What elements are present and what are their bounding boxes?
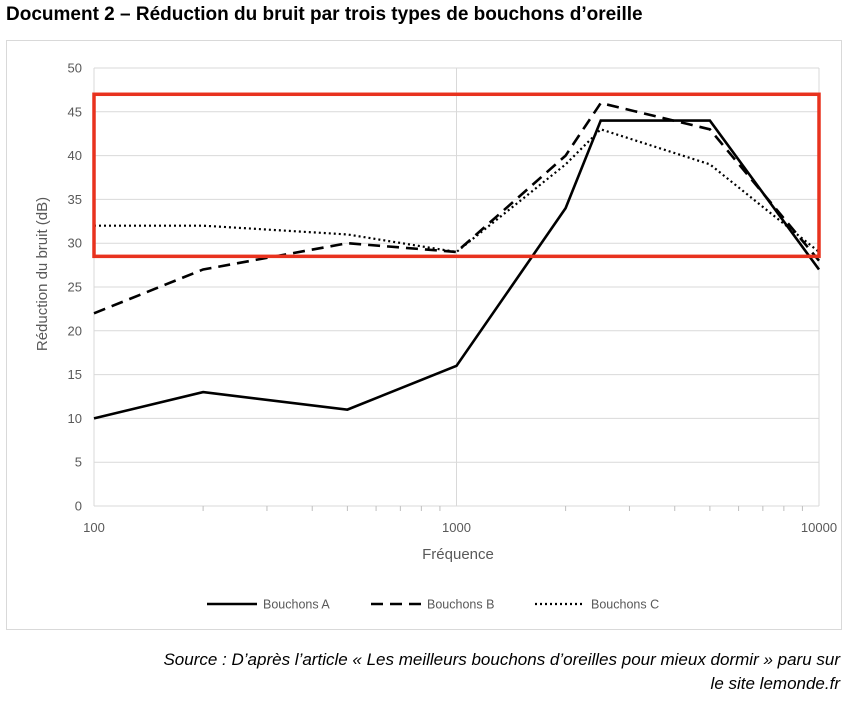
source-line-2: le site lemonde.fr (710, 674, 840, 693)
y-tick-label: 50 (68, 61, 82, 76)
y-tick-label: 0 (75, 499, 82, 514)
grid (93, 67, 820, 507)
series-lines (93, 101, 821, 420)
x-tick-label: 100 (83, 520, 105, 535)
y-tick-label: 35 (68, 192, 82, 207)
x-axis-title: Fréquence (422, 546, 494, 563)
chart-area: 0 5 10 15 20 25 30 35 40 45 50 100 1000 10000 Réducti… (6, 40, 842, 630)
source-line-1: Source : D’après l’article « Les meilleu… (163, 650, 840, 669)
x-tick-label: 10000 (801, 520, 837, 535)
document-title: Document 2 – Réduction du bruit par troi… (6, 4, 643, 25)
x-tick-label: 1000 (442, 520, 471, 535)
series-line-bouchons-a (93, 119, 821, 420)
y-tick-label: 45 (68, 104, 82, 119)
y-axis-title: Réduction du bruit (dB) (34, 197, 51, 351)
y-tick-label: 25 (68, 280, 82, 295)
y-tick-label: 5 (75, 455, 82, 470)
y-tick-label: 20 (68, 323, 82, 338)
axis-ticks: 0 5 10 15 20 25 30 35 40 45 50 100 1000 10000 (68, 61, 838, 536)
y-tick-label: 30 (68, 236, 82, 251)
legend-label: Bouchons C (591, 598, 659, 612)
line-chart: 0 5 10 15 20 25 30 35 40 45 50 100 1000 10000 Réducti… (34, 61, 838, 612)
legend-label: Bouchons A (263, 598, 330, 612)
y-tick-label: 40 (68, 148, 82, 163)
y-tick-label: 15 (68, 367, 82, 382)
legend-label: Bouchons B (427, 598, 494, 612)
source-citation: Source : D’après l’article « Les meilleu… (20, 648, 840, 696)
y-tick-label: 10 (68, 411, 82, 426)
series-line-bouchons-b (93, 101, 821, 315)
legend: Bouchons A Bouchons B Bouchons C (207, 598, 659, 612)
highlight-box (92, 92, 821, 259)
